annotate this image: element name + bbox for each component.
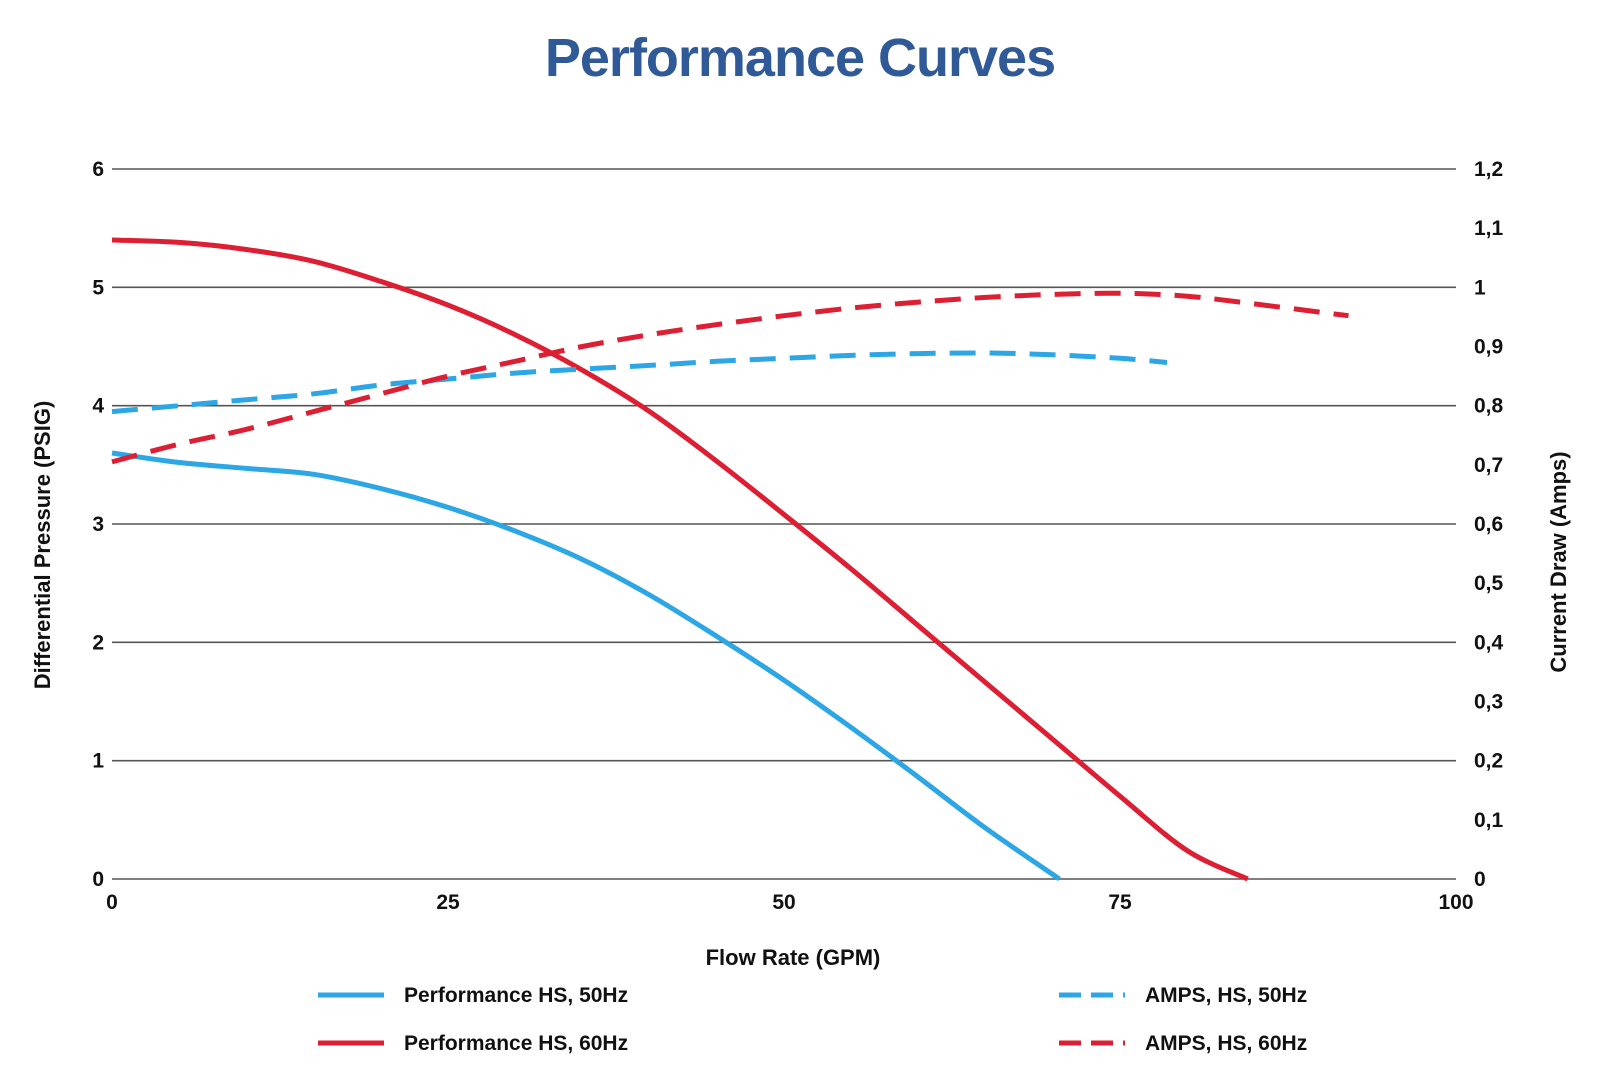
y-right-tick-label: 1,2 [1474,158,1503,181]
series-line-performance-hs-50hz [111,450,1061,882]
legend: Performance HS, 50Hz Performance HS, 60Hz… [318,984,1307,1055]
y-right-tick-label: 0,8 [1474,395,1504,418]
y-right-axis-label: Current Draw (Amps) [1546,451,1571,672]
y-right-tick-label: 0,7 [1474,454,1503,477]
chart-title: Performance Curves [545,28,1055,88]
x-tick-label: 75 [1108,891,1132,914]
y-right-tick-label: 0,6 [1474,513,1503,536]
y-left-tick-label: 2 [92,631,104,654]
series-lines [111,237,1349,882]
y-right-tick-label: 0,2 [1474,750,1503,773]
gridlines [112,168,1456,880]
x-tick-label: 25 [436,891,460,914]
y-right-tick-label: 0,9 [1474,336,1503,359]
x-tick-label: 100 [1438,891,1473,914]
series-line-performance-hs-60hz [111,237,1249,882]
y-left-tick-label: 4 [92,395,104,418]
legend-label-amps-hs-50hz: AMPS, HS, 50Hz [1145,984,1307,1007]
y-left-tick-label: 3 [92,513,104,536]
y-left-tick-label: 5 [92,276,104,299]
y-left-axis-label: Differential Pressure (PSIG) [30,401,55,690]
axis-ticks: 0 1 2 3 4 5 6 0 0,1 0,2 0,3 0,4 0,5 0,6 0,7 0,8 0,9 1 1,1 1… [92,158,1503,914]
x-tick-label: 50 [772,891,795,914]
y-right-tick-label: 0 [1474,868,1486,891]
y-right-tick-label: 0,1 [1474,809,1504,832]
series-line-amps-hs-50hz [111,350,1168,415]
y-right-tick-label: 1 [1474,276,1486,299]
series-line-amps-hs-60hz [111,290,1349,465]
y-right-tick-label: 0,4 [1474,631,1504,654]
legend-label-performance-hs-50hz: Performance HS, 50Hz [404,984,628,1007]
x-axis-label: Flow Rate (GPM) [706,945,881,970]
y-right-tick-label: 0,3 [1474,691,1503,714]
legend-label-performance-hs-60hz: Performance HS, 60Hz [404,1032,628,1055]
x-tick-label: 0 [106,891,118,914]
y-right-tick-label: 0,5 [1474,572,1504,595]
y-left-tick-label: 0 [92,868,104,891]
y-right-tick-label: 1,1 [1474,217,1504,240]
y-left-tick-label: 1 [92,750,104,773]
legend-label-amps-hs-60hz: AMPS, HS, 60Hz [1145,1032,1307,1055]
y-left-tick-label: 6 [92,158,104,181]
